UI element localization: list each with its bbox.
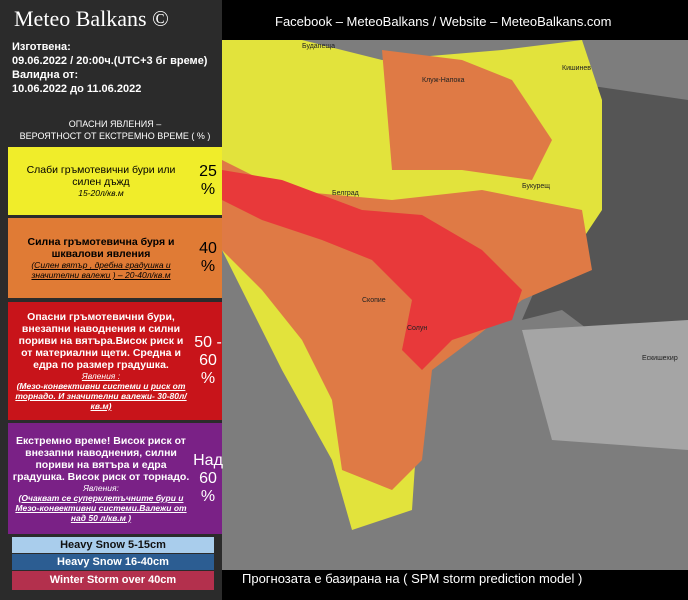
section-line: ОПАСНИ ЯВЛЕНИЯ – bbox=[68, 119, 162, 129]
legend-percent: 40 % bbox=[199, 240, 217, 275]
snow-item: Heavy Snow 5-15cm bbox=[12, 537, 214, 553]
legend-sub: Явления: bbox=[83, 482, 119, 493]
section: ОПАСНИ ЯВЛЕНИЯ – ВЕРОЯТНОСТ ОТ ЕКСТРЕМНО… bbox=[8, 118, 222, 142]
legend-item: Слаби гръмотевични бури или силен дъжд 15… bbox=[8, 147, 222, 215]
footer: Прогнозата е базирана на ( SPM storm pre… bbox=[242, 571, 583, 586]
legend-item: Опасни гръмотевични бури, внезапни навод… bbox=[8, 302, 222, 420]
map-label: Будапеща bbox=[302, 43, 335, 50]
map-label: Ескишехир bbox=[642, 355, 678, 362]
legend-item: Екстремно време! Висок риск от внезапни … bbox=[8, 423, 223, 534]
legend-note: 15-20л/кв.м bbox=[78, 188, 124, 198]
links: Facebook – MeteoBalkans / Website – Mete… bbox=[275, 14, 612, 29]
legend-item: Силна гръмотевична буря и шквалови явлен… bbox=[8, 218, 222, 298]
legend-percent: 50 - 60 % bbox=[194, 334, 222, 387]
legend-text: Слаби гръмотевични бури или силен дъжд bbox=[26, 164, 176, 188]
legend-note: (Очакват се суперклетъчните бури и Мезо-… bbox=[15, 492, 187, 523]
legend-note: (Силен вятър , дребна градушка и значите… bbox=[31, 260, 171, 280]
info: Изготвена: 09.06.2022 / 20:00ч.(UTC+3 бг… bbox=[12, 40, 207, 96]
issued: 09.06.2022 / 20:00ч.(UTC+3 бг време) bbox=[12, 55, 208, 67]
legend-text: Силна гръмотевична буря и шквалови явлен… bbox=[27, 236, 175, 260]
legend-percent: Над 60 % bbox=[193, 451, 223, 505]
snow-item: Winter Storm over 40cm bbox=[12, 571, 214, 590]
map-label: Букурещ bbox=[522, 183, 550, 190]
map-label: Солун bbox=[407, 325, 427, 332]
legend-percent: 25 % bbox=[199, 163, 217, 198]
map-label: Кишинев bbox=[562, 65, 591, 72]
legend-text: Екстремно време! Висок риск от внезапни … bbox=[12, 434, 190, 483]
map: Будапеща Клуж-Напока Кишинев Букурещ Бел… bbox=[222, 40, 688, 570]
issued-label: Изготвена: bbox=[12, 41, 71, 53]
legend-note: (Мезо-конвективни системи и риск от торн… bbox=[15, 381, 187, 411]
map-label: Клуж-Напока bbox=[422, 77, 465, 84]
snow-item: Heavy Snow 16-40cm bbox=[12, 554, 214, 570]
legend-sub: Явления : bbox=[81, 371, 121, 381]
section-line: ВЕРОЯТНОСТ ОТ ЕКСТРЕМНО ВРЕМЕ ( % ) bbox=[19, 131, 211, 141]
map-label: Скопие bbox=[362, 297, 386, 304]
valid: 10.06.2022 до 11.06.2022 bbox=[12, 83, 142, 95]
legend-text: Опасни гръмотевични бури, внезапни навод… bbox=[18, 311, 184, 371]
valid-label: Валидна от: bbox=[12, 69, 79, 81]
title: Meteo Balkans © bbox=[14, 6, 169, 31]
map-label: Белград bbox=[332, 190, 359, 197]
